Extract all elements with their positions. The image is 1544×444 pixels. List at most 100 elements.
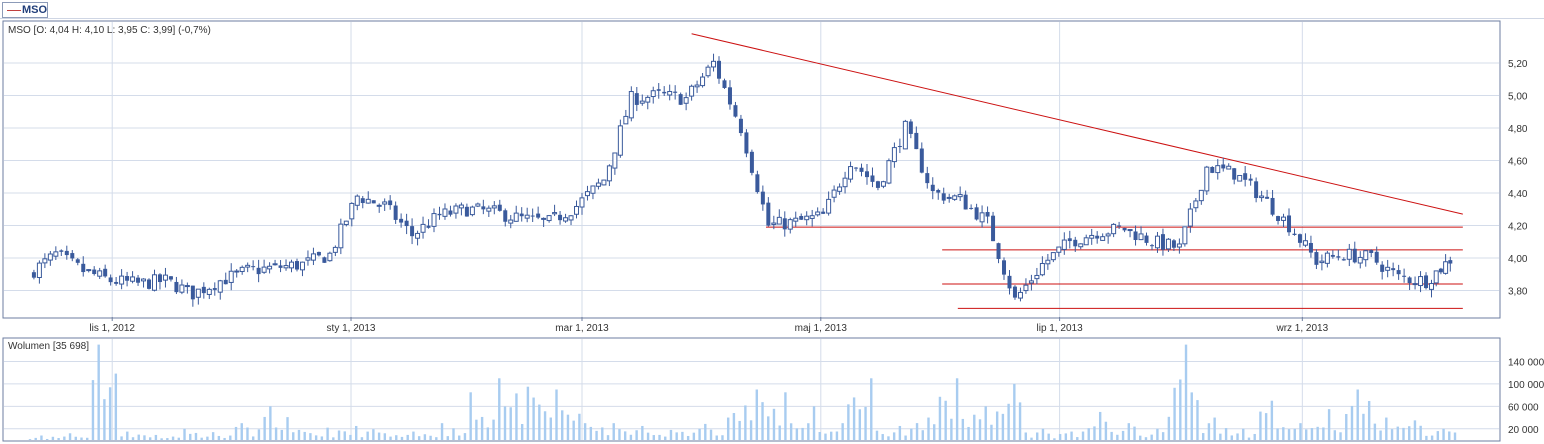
- volume-bar: [1379, 430, 1382, 440]
- symbol-tab-label: MSO: [22, 4, 48, 16]
- candle-down: [634, 93, 639, 105]
- candle-down: [854, 167, 859, 169]
- candle-down: [963, 194, 968, 210]
- candle-up: [1028, 280, 1034, 284]
- candle-down: [722, 80, 727, 88]
- candle-up: [234, 270, 240, 273]
- volume-header: Wolumen [35 698]: [8, 341, 89, 352]
- volume-bar: [681, 431, 684, 440]
- candle-down: [536, 213, 541, 218]
- x-tick-label: sty 1, 2013: [327, 323, 376, 334]
- volume-bar: [1007, 403, 1010, 440]
- candle-down: [969, 207, 974, 209]
- candle-up: [332, 246, 338, 253]
- candle-up: [705, 66, 711, 77]
- volume-bar: [366, 431, 369, 440]
- candle-down: [316, 251, 321, 256]
- x-tick-label: maj 1, 2013: [795, 323, 848, 334]
- volume-bar: [1322, 427, 1325, 440]
- candle-up: [513, 212, 519, 222]
- candle-up: [354, 195, 360, 206]
- volume-bar: [1110, 431, 1113, 440]
- volume-bar: [1064, 433, 1068, 440]
- candle-down: [733, 105, 738, 117]
- candle-down: [1067, 238, 1072, 242]
- volume-bar: [898, 425, 902, 440]
- candle-up: [1078, 243, 1084, 248]
- price-panel[interactable]: 3,80 4,00 4,20 4,40 4,60 4,80 5,00 5,20 MSO [O:…: [2, 20, 1528, 319]
- candle-down: [59, 250, 64, 252]
- volume-bar: [658, 434, 661, 440]
- candle-up: [151, 274, 157, 291]
- candle-up: [574, 205, 580, 215]
- candle-up: [486, 207, 492, 212]
- volume-bar: [1367, 400, 1371, 440]
- candle-down: [1424, 275, 1429, 289]
- candle-up: [650, 90, 656, 98]
- candle-down: [1336, 256, 1341, 258]
- volume-bar: [211, 432, 215, 440]
- candle-down: [1117, 225, 1122, 227]
- candle-up: [1017, 291, 1023, 299]
- candle-down: [1171, 240, 1176, 248]
- candle-down: [1297, 234, 1302, 243]
- candle-up: [1259, 195, 1265, 199]
- x-tick-label: lis 1, 2012: [89, 323, 135, 334]
- candle-down: [914, 132, 919, 150]
- trendline[interactable]: [691, 33, 1463, 215]
- candle-down: [360, 198, 365, 204]
- volume-bar: [1144, 437, 1148, 440]
- volume-bar: [543, 411, 547, 440]
- symbol-tab[interactable]: MSO: [2, 2, 48, 18]
- volume-bar: [326, 427, 329, 440]
- candle-up: [184, 285, 190, 288]
- volume-bar: [589, 426, 593, 440]
- candle-down: [1341, 259, 1346, 261]
- candle-down: [1407, 277, 1412, 284]
- candle-up: [1418, 276, 1424, 287]
- candle-down: [1210, 166, 1215, 173]
- volume-bar: [1448, 431, 1451, 440]
- candle-up: [1429, 283, 1435, 290]
- candle-down: [558, 214, 563, 221]
- candle-up: [36, 262, 42, 279]
- candle-up: [1111, 223, 1117, 235]
- candle-up: [1215, 165, 1221, 174]
- volume-bar: [807, 423, 810, 440]
- candle-down: [201, 286, 206, 294]
- candle-up: [415, 232, 421, 239]
- volume-bar: [1242, 428, 1245, 440]
- volume-bar: [131, 437, 135, 440]
- volume-bar: [377, 432, 381, 440]
- volume-bar: [835, 431, 839, 440]
- volume-bar: [1184, 344, 1188, 440]
- volume-bar: [435, 437, 438, 440]
- candle-up: [1176, 243, 1182, 248]
- volume-bar: [830, 431, 833, 440]
- volume-bar: [498, 378, 501, 440]
- candle-up: [946, 196, 952, 199]
- candle-up: [206, 288, 212, 295]
- volume-bar: [1076, 437, 1079, 440]
- volume-bar: [572, 420, 575, 440]
- candle-up: [1056, 246, 1062, 253]
- volume-panel[interactable]: 20 000 60 000 100 000 140 000 Wolumen [35 6…: [2, 337, 1544, 442]
- candle-up: [1127, 229, 1133, 232]
- candle-down: [744, 132, 749, 154]
- volume-bar: [549, 417, 552, 440]
- candle-down: [760, 191, 765, 205]
- candle-up: [1089, 234, 1095, 239]
- volume-bar: [389, 436, 392, 440]
- candle-down: [656, 89, 661, 91]
- candle-down: [821, 211, 826, 214]
- candle-down: [1012, 286, 1017, 298]
- candle-up: [431, 213, 437, 227]
- candle-up: [886, 160, 892, 184]
- volume-y-tick-label: 60 000: [1508, 402, 1539, 413]
- volume-grid: [4, 339, 1499, 440]
- volume-bar: [234, 426, 238, 440]
- candle-up: [283, 265, 289, 269]
- candle-up: [700, 76, 706, 87]
- candle-up: [595, 182, 601, 187]
- volume-bar: [892, 432, 896, 440]
